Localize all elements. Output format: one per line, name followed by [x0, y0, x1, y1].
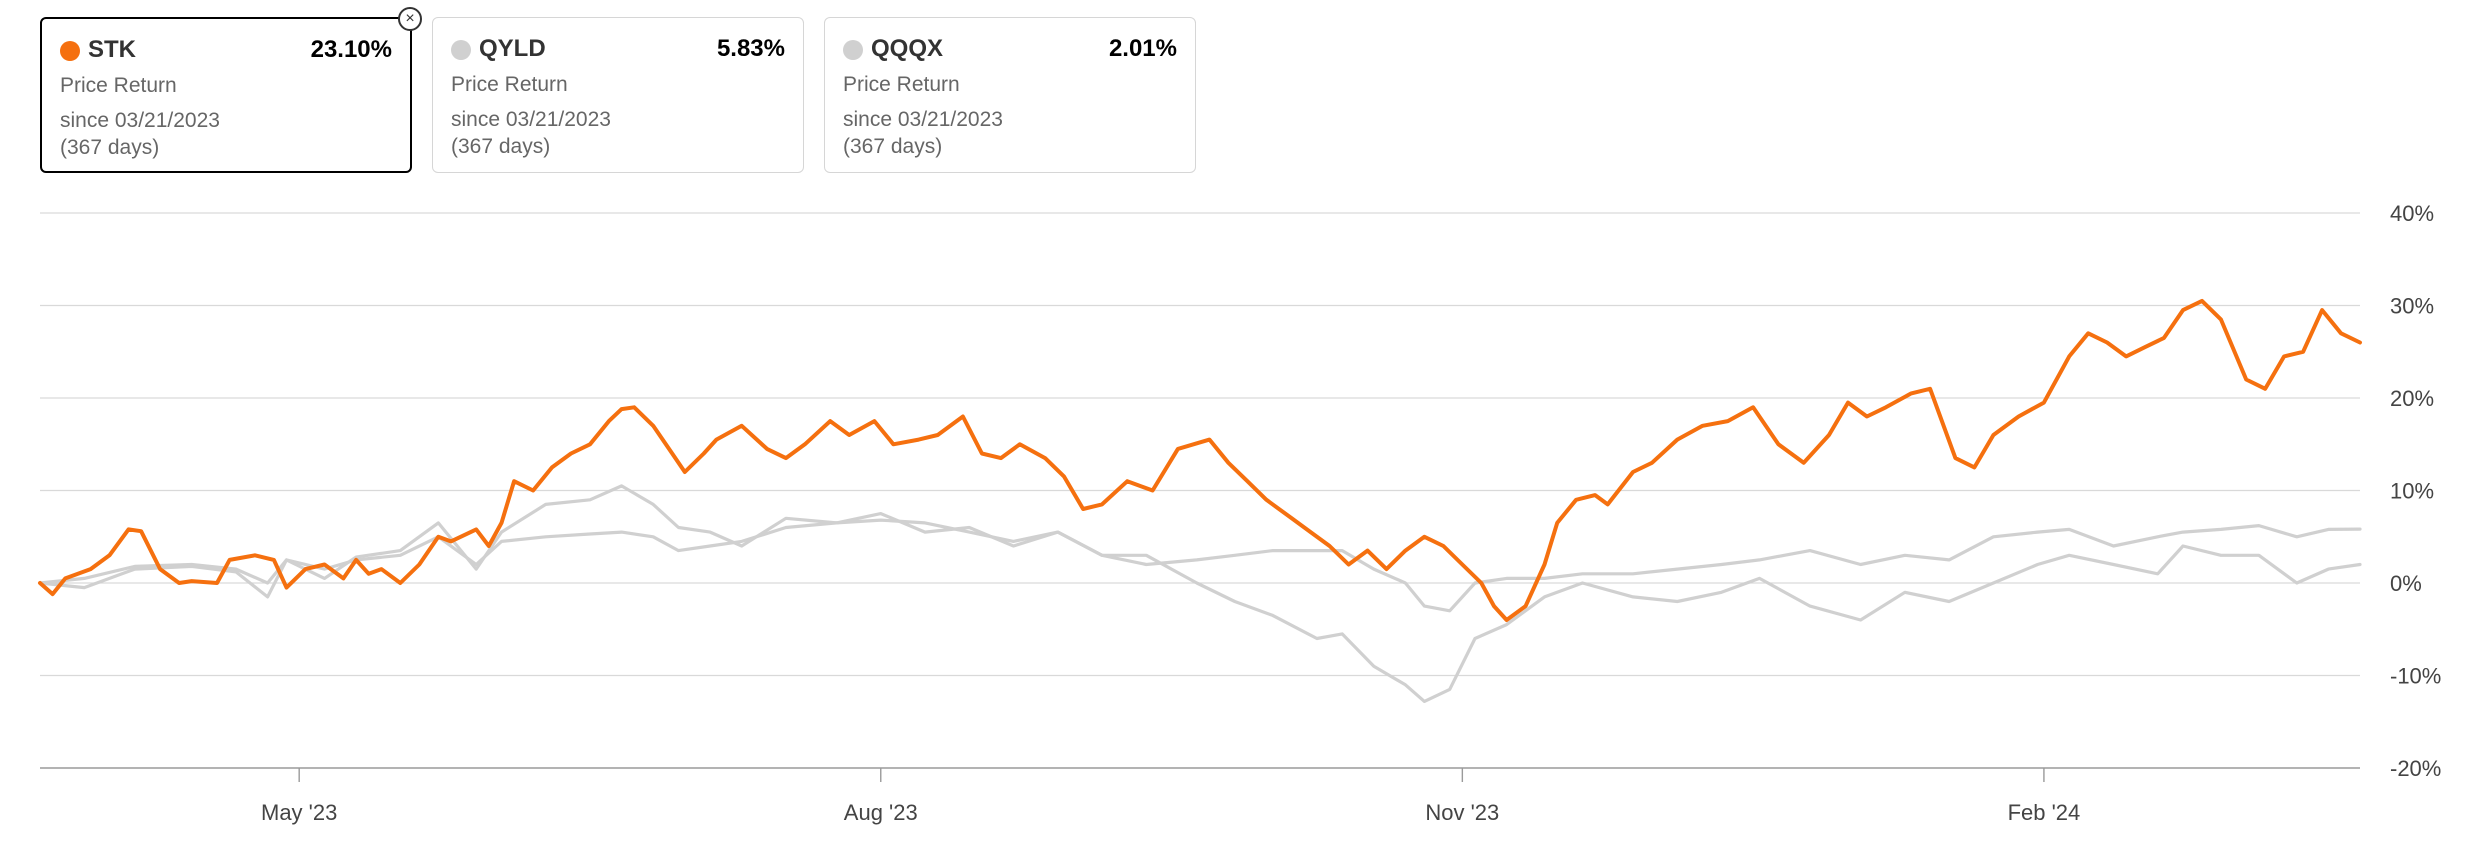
card-return-value: 2.01%: [1108, 35, 1177, 62]
stk-color-dot: [60, 41, 80, 61]
y-tick-label: -10%: [2390, 664, 2441, 689]
y-tick-label: 0%: [2390, 571, 2422, 596]
x-tick-label: Feb '24: [2008, 800, 2081, 825]
y-tick-label: 40%: [2390, 201, 2434, 226]
card-qyld[interactable]: QYLD 5.83% Price Return since 03/21/2023…: [432, 17, 804, 173]
card-days: (367 days): [60, 136, 160, 159]
card-days: (367 days): [843, 135, 943, 158]
y-axis-labels: 40% 30% 20% 10% 0% -10% -20%: [2390, 201, 2441, 781]
x-tick-label: Nov '23: [1425, 800, 1499, 825]
gridlines: [40, 212, 2360, 769]
qqqx-color-dot: [843, 40, 863, 60]
card-metric: Price Return: [451, 73, 568, 96]
y-tick-label: 10%: [2390, 479, 2434, 504]
card-ticker: STK: [88, 36, 136, 63]
card-qqqx[interactable]: QQQX 2.01% Price Return since 03/21/2023…: [824, 17, 1196, 173]
y-tick-label: 30%: [2390, 294, 2434, 319]
card-metric: Price Return: [843, 73, 960, 96]
card-days: (367 days): [451, 135, 551, 158]
card-metric: Price Return: [60, 74, 177, 97]
card-ticker: QYLD: [479, 35, 546, 62]
card-ticker: QQQX: [871, 35, 944, 62]
card-return-value: 5.83%: [716, 35, 785, 62]
card-since: since 03/21/2023: [843, 108, 1003, 131]
y-tick-label: -20%: [2390, 756, 2441, 781]
card-stk[interactable]: STK 23.10% Price Return since 03/21/2023…: [40, 7, 422, 173]
x-axis: May '23 Aug '23 Nov '23 Feb '24: [261, 768, 2080, 825]
card-return-value: 23.10%: [310, 36, 392, 63]
series-lines: [38, 298, 2362, 703]
x-tick-label: Aug '23: [844, 800, 918, 825]
x-tick-label: May '23: [261, 800, 337, 825]
close-icon[interactable]: ×: [398, 7, 422, 31]
y-tick-label: 20%: [2390, 386, 2434, 411]
series-line-qyld[interactable]: [38, 518, 2362, 613]
series-line-stk[interactable]: [38, 298, 2362, 622]
series-line-qqqx[interactable]: [38, 484, 2362, 703]
card-since: since 03/21/2023: [60, 109, 220, 132]
qyld-color-dot: [451, 40, 471, 60]
card-since: since 03/21/2023: [451, 108, 611, 131]
